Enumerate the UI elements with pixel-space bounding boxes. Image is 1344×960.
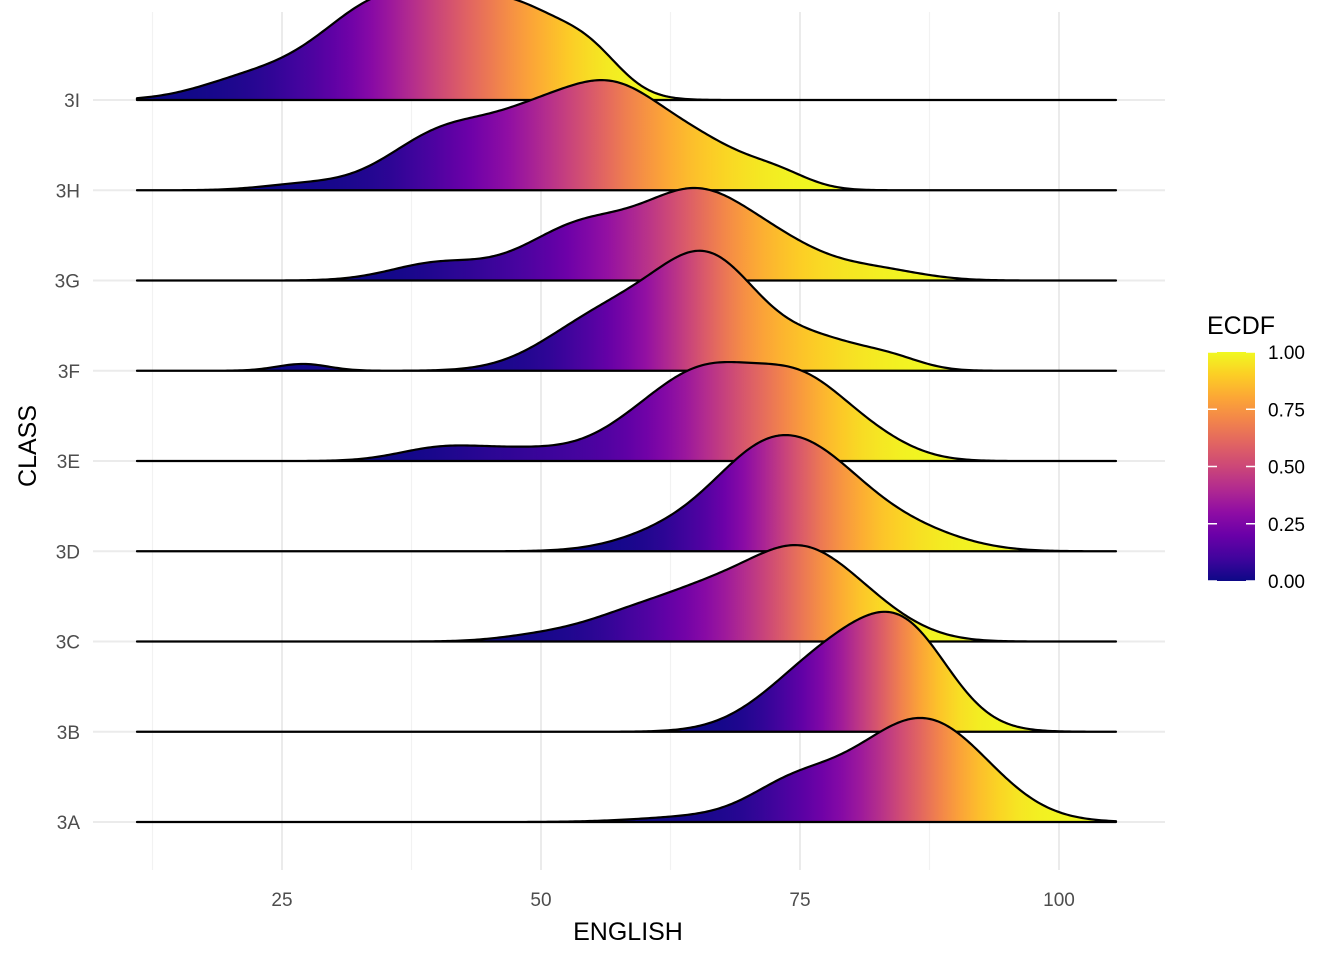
legend-tick-label: 1.00 (1268, 343, 1305, 364)
x-tick-label: 25 (271, 890, 292, 911)
legend: ECDF 1.00 0.75 0.50 0.25 0.00 (1207, 312, 1305, 593)
legend-title: ECDF (1207, 312, 1275, 340)
y-tick-label: 3E (57, 452, 80, 473)
ridges (135, 0, 1118, 824)
y-tick-label: 3F (58, 362, 80, 383)
y-tick-label: 3A (57, 813, 81, 834)
legend-ticks: 1.00 0.75 0.50 0.25 0.00 (1208, 343, 1305, 593)
y-tick-label: 3G (55, 272, 80, 293)
ridge-3i (135, 0, 1118, 102)
ridge-3h (135, 79, 1118, 192)
x-tick-label: 50 (530, 890, 551, 911)
ridge-3g (135, 186, 1118, 282)
x-axis-title: ENGLISH (573, 918, 683, 946)
ridge-3b (135, 610, 1118, 733)
ridge-3c (135, 544, 1118, 643)
legend-tick-label: 0.00 (1268, 572, 1305, 593)
x-tick-label: 75 (789, 890, 810, 911)
ridge-3d (135, 433, 1118, 553)
ridge-3e (135, 360, 1118, 463)
ridge-3a (135, 716, 1118, 824)
y-tick-label: 3C (56, 633, 80, 654)
y-axis-title: CLASS (14, 405, 42, 487)
y-tick-label: 3I (64, 91, 80, 112)
legend-tick-label: 0.25 (1268, 515, 1305, 536)
y-tick-label: 3H (56, 181, 80, 202)
legend-tick-label: 0.50 (1268, 458, 1305, 479)
x-axis-ticks: 25 50 75 100 (271, 890, 1074, 911)
y-tick-label: 3B (57, 723, 80, 744)
y-tick-label: 3D (56, 542, 80, 563)
legend-tick-label: 0.75 (1268, 400, 1305, 421)
ridge-3f (135, 249, 1118, 372)
y-axis-ticks: 3A 3B 3C 3D 3E 3F 3G 3H 3I (55, 91, 81, 834)
x-tick-label: 100 (1043, 890, 1075, 911)
